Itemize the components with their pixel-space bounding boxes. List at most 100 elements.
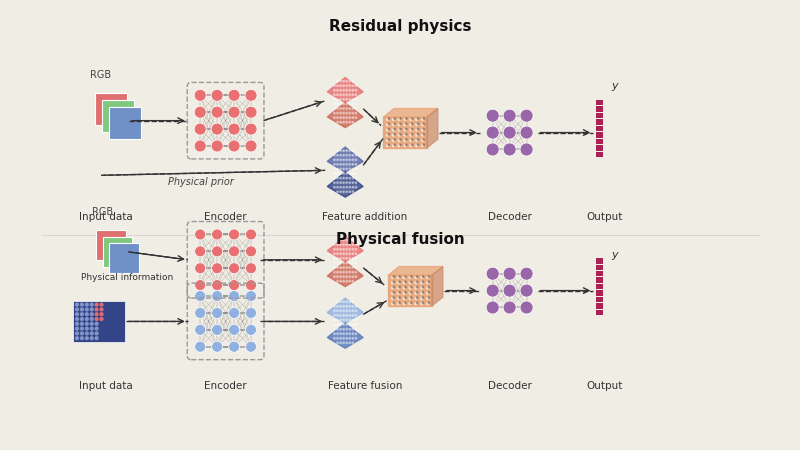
Circle shape (409, 276, 411, 279)
Circle shape (355, 262, 357, 264)
Circle shape (355, 315, 357, 316)
Text: y: y (611, 81, 618, 91)
Circle shape (394, 128, 395, 130)
Circle shape (105, 313, 108, 315)
Circle shape (398, 303, 399, 305)
Text: Decoder: Decoder (488, 212, 531, 222)
Circle shape (105, 308, 108, 311)
Circle shape (340, 306, 342, 307)
Circle shape (343, 159, 344, 161)
Circle shape (110, 332, 113, 335)
Circle shape (398, 287, 399, 289)
Circle shape (352, 150, 354, 151)
Circle shape (334, 253, 335, 255)
Circle shape (337, 94, 338, 95)
Circle shape (416, 302, 418, 304)
Polygon shape (327, 261, 363, 287)
Circle shape (114, 327, 118, 330)
Circle shape (337, 122, 338, 123)
Circle shape (411, 118, 413, 119)
Circle shape (386, 145, 389, 147)
Circle shape (352, 191, 354, 193)
Circle shape (81, 308, 83, 311)
Circle shape (343, 99, 344, 100)
Circle shape (355, 154, 357, 156)
Circle shape (393, 302, 394, 304)
Circle shape (410, 129, 412, 131)
Circle shape (105, 337, 108, 340)
Circle shape (346, 301, 347, 302)
FancyBboxPatch shape (596, 310, 602, 315)
FancyBboxPatch shape (596, 113, 602, 118)
Circle shape (355, 244, 357, 245)
Circle shape (81, 318, 83, 320)
Circle shape (346, 306, 347, 307)
Circle shape (423, 144, 425, 146)
Circle shape (352, 85, 354, 86)
Circle shape (346, 99, 347, 100)
Circle shape (349, 103, 350, 105)
Circle shape (229, 246, 239, 257)
Circle shape (340, 90, 342, 91)
Circle shape (337, 248, 338, 250)
Circle shape (352, 253, 354, 255)
Circle shape (337, 324, 338, 325)
Circle shape (388, 134, 390, 135)
Circle shape (355, 310, 357, 311)
Circle shape (343, 262, 344, 264)
FancyBboxPatch shape (596, 132, 602, 138)
Circle shape (349, 280, 350, 282)
Circle shape (337, 159, 338, 161)
Circle shape (349, 328, 350, 330)
Circle shape (349, 333, 350, 334)
Circle shape (343, 182, 344, 184)
Circle shape (194, 307, 206, 319)
Circle shape (352, 310, 354, 311)
Circle shape (346, 150, 347, 151)
FancyBboxPatch shape (596, 126, 602, 131)
Circle shape (352, 315, 354, 316)
FancyBboxPatch shape (96, 230, 126, 260)
Circle shape (355, 112, 357, 114)
Circle shape (337, 103, 338, 105)
Circle shape (426, 276, 429, 279)
Circle shape (340, 333, 342, 334)
Circle shape (343, 81, 344, 82)
Circle shape (352, 103, 354, 105)
Circle shape (100, 327, 103, 330)
Circle shape (355, 164, 357, 165)
Circle shape (349, 271, 350, 273)
Circle shape (400, 134, 402, 135)
Circle shape (334, 262, 335, 264)
Circle shape (349, 320, 350, 321)
Circle shape (349, 267, 350, 268)
Circle shape (411, 144, 413, 146)
Circle shape (343, 248, 344, 250)
Circle shape (337, 320, 338, 321)
Circle shape (415, 297, 417, 299)
Circle shape (421, 303, 422, 305)
Circle shape (340, 168, 342, 170)
Text: Input data: Input data (79, 212, 133, 222)
Circle shape (349, 186, 350, 188)
Circle shape (520, 267, 533, 280)
Circle shape (110, 327, 113, 330)
Circle shape (343, 191, 344, 193)
Circle shape (352, 182, 354, 184)
Circle shape (343, 103, 344, 105)
Circle shape (337, 315, 338, 316)
Circle shape (95, 308, 98, 311)
Circle shape (410, 297, 412, 298)
Circle shape (211, 90, 223, 101)
Circle shape (405, 281, 406, 283)
Circle shape (352, 108, 354, 109)
Circle shape (334, 159, 335, 161)
Circle shape (228, 106, 240, 118)
Circle shape (404, 134, 406, 136)
Circle shape (428, 302, 430, 304)
Circle shape (416, 145, 418, 147)
Circle shape (76, 308, 78, 311)
Circle shape (86, 303, 88, 306)
Circle shape (86, 308, 88, 311)
Circle shape (416, 286, 418, 288)
